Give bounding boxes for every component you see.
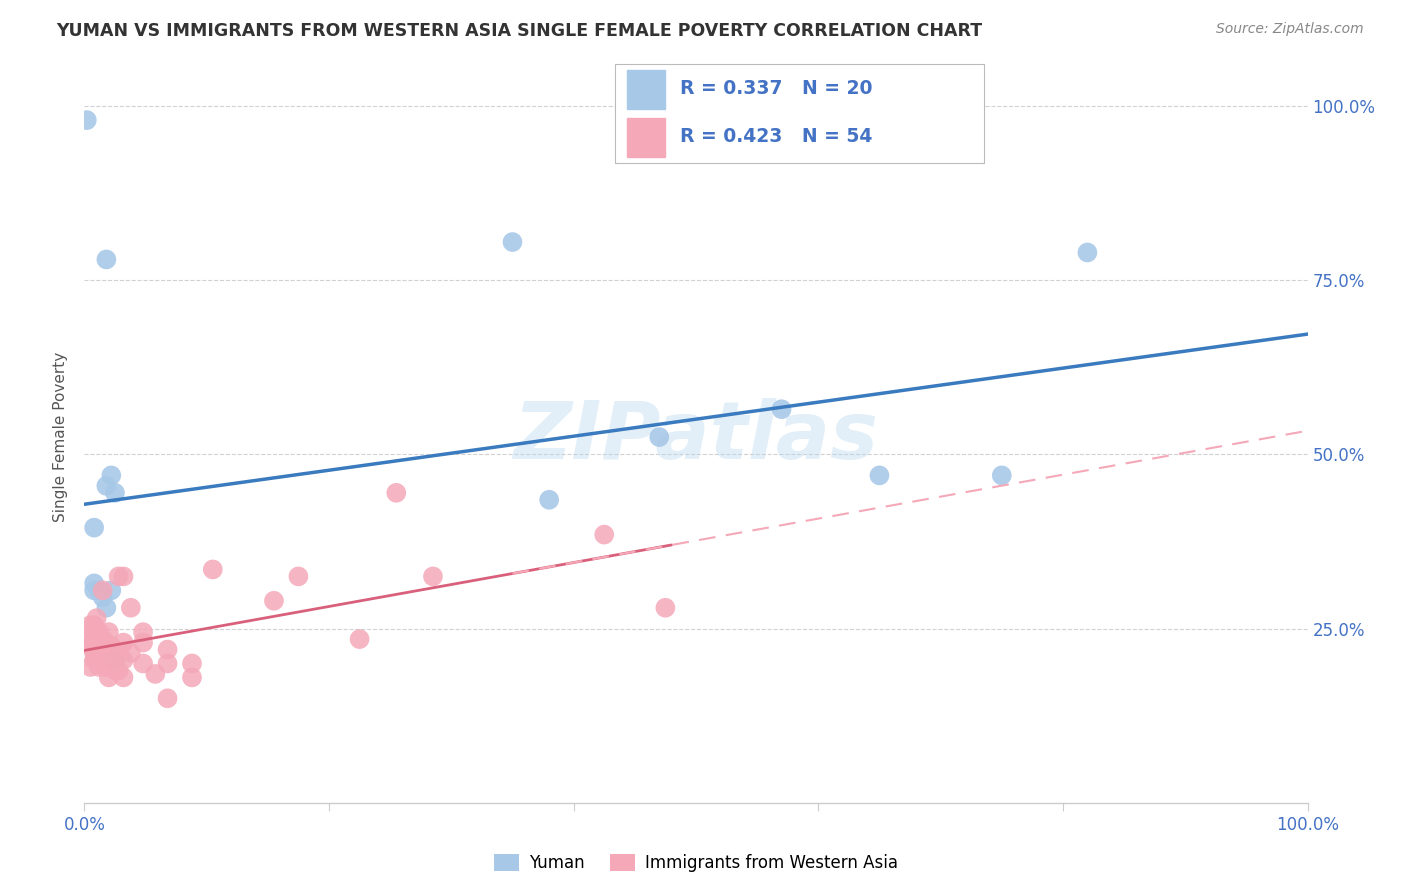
Point xyxy=(83,632,105,646)
Point xyxy=(86,611,108,625)
Point xyxy=(94,660,117,674)
Text: YUMAN VS IMMIGRANTS FROM WESTERN ASIA SINGLE FEMALE POVERTY CORRELATION CHART: YUMAN VS IMMIGRANTS FROM WESTERN ASIA SI… xyxy=(56,22,983,40)
Point xyxy=(112,569,135,583)
Point xyxy=(181,657,204,671)
Point xyxy=(422,569,444,583)
Point xyxy=(91,591,114,605)
Point xyxy=(87,625,110,640)
Point xyxy=(97,625,120,640)
Point xyxy=(104,653,127,667)
Legend: Yuman, Immigrants from Western Asia: Yuman, Immigrants from Western Asia xyxy=(488,847,904,879)
Point xyxy=(87,583,110,598)
Point xyxy=(79,639,101,653)
Text: ZIPatlas: ZIPatlas xyxy=(513,398,879,476)
Point xyxy=(132,625,155,640)
Point xyxy=(143,667,166,681)
Text: R = 0.337   N = 20: R = 0.337 N = 20 xyxy=(681,79,873,98)
Point xyxy=(287,569,309,583)
Point xyxy=(107,569,129,583)
Point xyxy=(87,646,110,660)
Point xyxy=(100,639,122,653)
FancyBboxPatch shape xyxy=(616,64,984,163)
Point xyxy=(100,583,122,598)
Y-axis label: Single Female Poverty: Single Female Poverty xyxy=(53,352,69,522)
Point xyxy=(83,625,105,640)
Point xyxy=(263,594,285,608)
Point xyxy=(79,660,101,674)
Point xyxy=(83,618,105,632)
Point xyxy=(83,576,105,591)
Point xyxy=(96,600,118,615)
Point xyxy=(132,635,155,649)
Point xyxy=(87,639,110,653)
Point xyxy=(104,664,127,678)
Point xyxy=(156,642,179,657)
Point xyxy=(648,430,671,444)
Point xyxy=(83,646,105,660)
Point xyxy=(538,492,561,507)
Point xyxy=(156,657,179,671)
Point xyxy=(100,468,122,483)
Point xyxy=(97,657,120,671)
Point xyxy=(79,618,101,632)
Point xyxy=(385,485,408,500)
Text: R = 0.423   N = 54: R = 0.423 N = 54 xyxy=(681,128,872,146)
Point xyxy=(97,670,120,684)
Point xyxy=(76,113,98,128)
Point xyxy=(112,635,135,649)
Point xyxy=(87,660,110,674)
Bar xyxy=(627,118,665,157)
Point xyxy=(96,252,118,267)
Point xyxy=(83,583,105,598)
Point xyxy=(96,479,118,493)
Point xyxy=(770,402,793,417)
Point xyxy=(120,600,142,615)
Point xyxy=(349,632,371,646)
Point xyxy=(181,670,204,684)
Point xyxy=(107,664,129,678)
Point xyxy=(991,468,1014,483)
Point xyxy=(91,583,114,598)
Point xyxy=(201,562,224,576)
Point xyxy=(107,646,129,660)
Text: Source: ZipAtlas.com: Source: ZipAtlas.com xyxy=(1216,22,1364,37)
Point xyxy=(654,600,676,615)
Point xyxy=(79,632,101,646)
Point xyxy=(112,670,135,684)
Point xyxy=(132,657,155,671)
Point xyxy=(502,235,524,249)
Bar xyxy=(627,70,665,109)
Point xyxy=(1076,245,1098,260)
Point xyxy=(104,653,127,667)
Point xyxy=(83,653,105,667)
Point xyxy=(96,646,118,660)
Point xyxy=(83,521,105,535)
Point xyxy=(91,653,114,667)
Point xyxy=(94,635,117,649)
Point xyxy=(593,527,616,541)
Point xyxy=(86,639,108,653)
Point xyxy=(869,468,891,483)
Point xyxy=(91,632,114,646)
Point xyxy=(112,653,135,667)
Point xyxy=(104,485,127,500)
Point xyxy=(156,691,179,706)
Point xyxy=(120,646,142,660)
Point xyxy=(86,653,108,667)
